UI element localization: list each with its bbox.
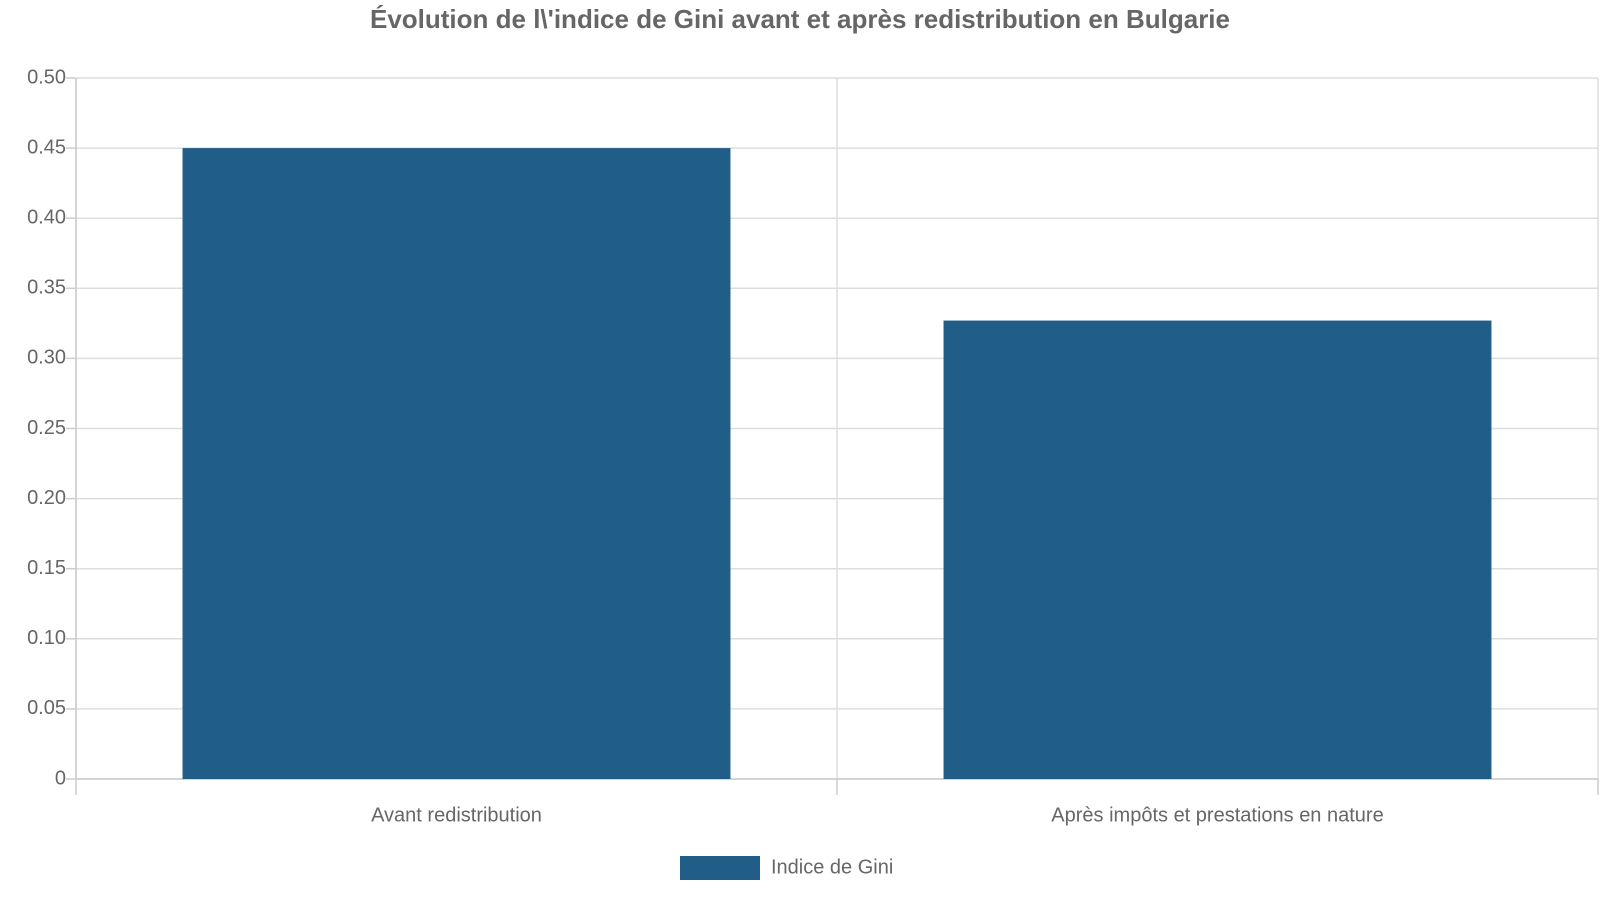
x-tick-label: Après impôts et prestations en nature [1051,804,1383,826]
y-tick-label: 0 [55,767,66,789]
y-tick-label: 0.50 [27,66,66,88]
x-tick-label: Avant redistribution [371,804,542,826]
y-tick-label: 0.30 [27,347,66,369]
legend-label: Indice de Gini [771,856,893,878]
y-tick-label: 0.45 [27,136,66,158]
y-tick-label: 0.10 [27,627,66,649]
legend-swatch [680,856,760,880]
bar [943,320,1492,779]
y-tick-label: 0.40 [27,206,66,228]
y-tick-label: 0.25 [27,417,66,439]
y-tick-label: 0.15 [27,557,66,579]
bar [182,148,731,780]
y-tick-label: 0.20 [27,487,66,509]
chart-title: Évolution de l\'indice de Gini avant et … [370,4,1230,34]
y-tick-label: 0.05 [27,697,66,719]
y-tick-label: 0.35 [27,277,66,299]
